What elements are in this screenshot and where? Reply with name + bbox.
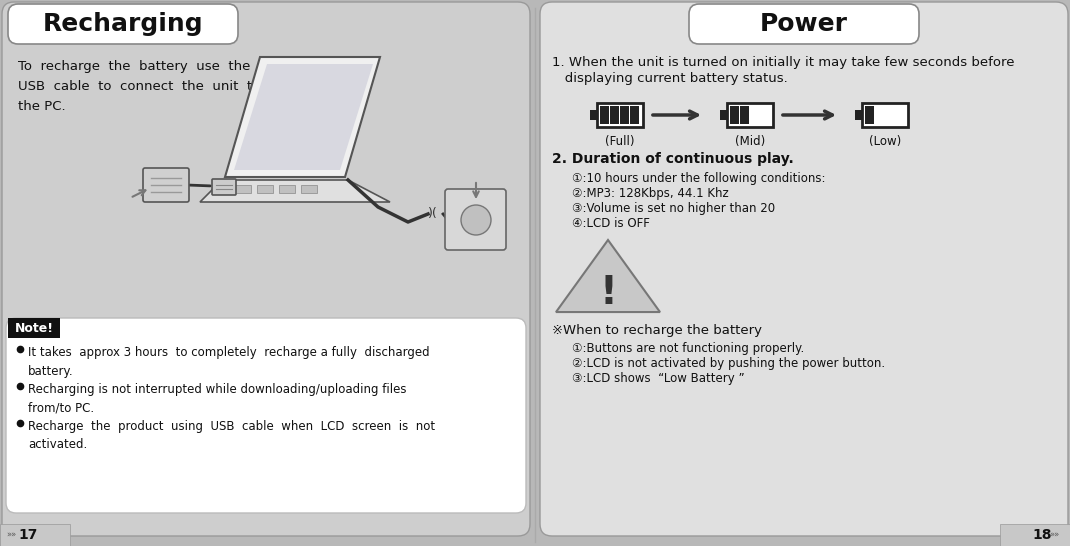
Bar <box>7 318 60 338</box>
Text: ③:Volume is set no higher than 20: ③:Volume is set no higher than 20 <box>572 202 775 215</box>
Text: To  recharge  the  battery  use  the
USB  cable  to  connect  the  unit  to
the : To recharge the battery use the USB cabl… <box>18 60 260 113</box>
Text: (Mid): (Mid) <box>735 135 765 148</box>
Text: 2. Duration of continuous play.: 2. Duration of continuous play. <box>552 152 794 166</box>
Text: Note!: Note! <box>15 322 54 335</box>
Bar <box>1000 524 1070 546</box>
Text: Power: Power <box>760 12 849 36</box>
Bar <box>610 106 620 124</box>
FancyBboxPatch shape <box>2 2 530 536</box>
Bar <box>600 106 609 124</box>
Bar <box>727 103 773 127</box>
Text: ①:10 hours under the following conditions:: ①:10 hours under the following condition… <box>572 172 825 185</box>
Bar <box>720 110 727 120</box>
Text: (Full): (Full) <box>606 135 635 148</box>
Bar <box>855 110 862 120</box>
Text: ②:MP3: 128Kbps, 44.1 Khz: ②:MP3: 128Kbps, 44.1 Khz <box>572 187 729 200</box>
Bar <box>862 103 908 127</box>
Text: )(: )( <box>428 207 438 221</box>
Text: 1. When the unit is turned on initially it may take few seconds before: 1. When the unit is turned on initially … <box>552 56 1014 69</box>
Bar <box>865 106 874 124</box>
Text: displaying current battery status.: displaying current battery status. <box>552 72 788 85</box>
Text: Recharging is not interrupted while downloading/uploading files
from/to PC.: Recharging is not interrupted while down… <box>28 383 407 414</box>
Bar <box>590 110 597 120</box>
Bar <box>235 185 251 193</box>
Text: It takes  approx 3 hours  to completely  recharge a fully  discharged
battery.: It takes approx 3 hours to completely re… <box>28 346 430 377</box>
Text: ④:LCD is OFF: ④:LCD is OFF <box>572 217 649 230</box>
Text: Recharging: Recharging <box>43 12 203 36</box>
Circle shape <box>461 205 491 235</box>
FancyBboxPatch shape <box>445 189 506 250</box>
Bar <box>301 185 317 193</box>
Bar <box>630 106 639 124</box>
FancyBboxPatch shape <box>689 4 919 44</box>
Polygon shape <box>200 180 389 202</box>
FancyBboxPatch shape <box>540 2 1068 536</box>
Text: »»: »» <box>6 531 16 539</box>
FancyBboxPatch shape <box>7 4 238 44</box>
Polygon shape <box>556 240 660 312</box>
Bar <box>257 185 273 193</box>
Bar <box>740 106 749 124</box>
Text: ※When to recharge the battery: ※When to recharge the battery <box>552 324 762 337</box>
Polygon shape <box>234 64 373 170</box>
FancyBboxPatch shape <box>143 168 189 202</box>
Bar <box>730 106 739 124</box>
Bar <box>0 524 70 546</box>
Text: »»: »» <box>1050 531 1060 539</box>
Text: ①:Buttons are not functioning properly.: ①:Buttons are not functioning properly. <box>572 342 805 355</box>
Text: 17: 17 <box>18 528 37 542</box>
Text: (Low): (Low) <box>869 135 901 148</box>
Text: Recharge  the  product  using  USB  cable  when  LCD  screen  is  not
activated.: Recharge the product using USB cable whe… <box>28 420 435 452</box>
Text: !: ! <box>599 274 617 312</box>
Text: ③:LCD shows  “Low Battery ”: ③:LCD shows “Low Battery ” <box>572 372 745 385</box>
Bar <box>620 106 629 124</box>
Text: ②:LCD is not activated by pushing the power button.: ②:LCD is not activated by pushing the po… <box>572 357 885 370</box>
FancyBboxPatch shape <box>6 318 526 513</box>
FancyBboxPatch shape <box>212 179 236 195</box>
Polygon shape <box>225 57 380 177</box>
Bar <box>279 185 295 193</box>
Text: 18: 18 <box>1033 528 1052 542</box>
Bar <box>597 103 643 127</box>
